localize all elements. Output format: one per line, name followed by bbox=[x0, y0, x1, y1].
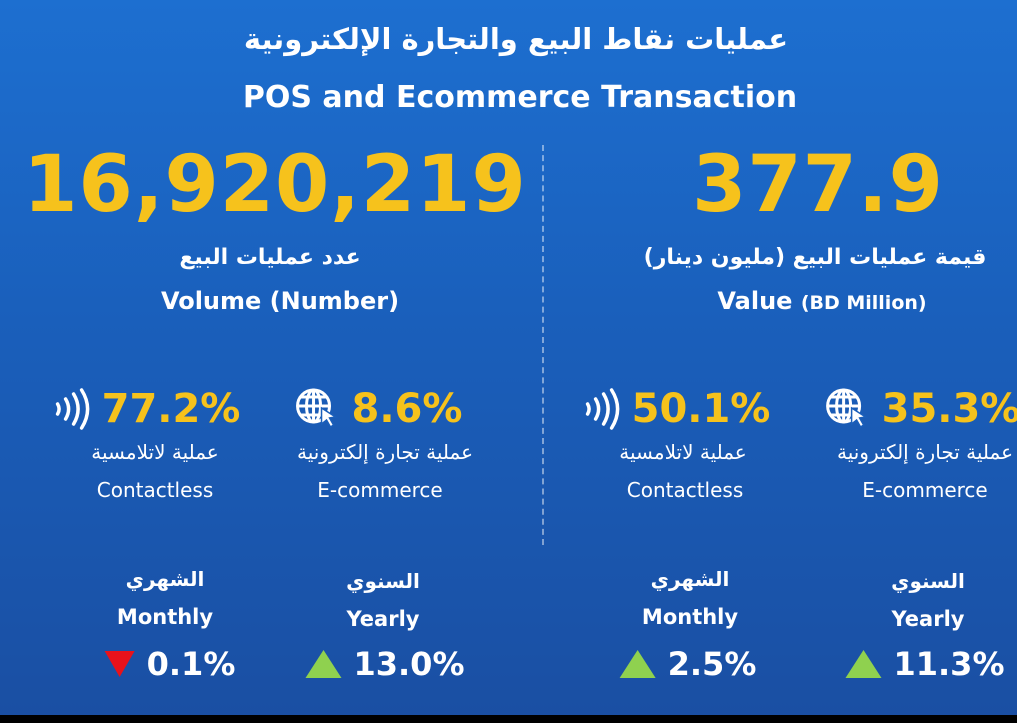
value-label-ar: قيمة عمليات البيع (مليون دينار) bbox=[643, 245, 987, 270]
up-arrow-icon bbox=[619, 650, 656, 678]
volume-yearly-label-en: Yearly bbox=[346, 607, 420, 631]
volume-ecommerce-label-ar: عملية تجارة إلكترونية bbox=[296, 440, 474, 464]
value-yearly-change: 11.3% bbox=[845, 645, 1005, 683]
volume-ecommerce-label-en: E-commerce bbox=[317, 478, 443, 502]
value-ecommerce-label-en: E-commerce bbox=[862, 478, 988, 502]
volume-monthly-label-en: Monthly bbox=[116, 605, 214, 629]
up-arrow-icon bbox=[305, 650, 342, 678]
value-ecommerce: 35.3% bbox=[824, 386, 1017, 432]
globe-cursor-icon bbox=[826, 388, 868, 429]
value-contactless-label-ar: عملية لاتلامسية bbox=[619, 440, 747, 464]
value-value: 377.9 bbox=[692, 140, 944, 230]
contactless-icon bbox=[585, 388, 620, 430]
value-monthly-label-ar: الشهري bbox=[650, 567, 730, 591]
value-yearly-label-ar: السنوي bbox=[891, 569, 965, 593]
column-divider bbox=[542, 145, 544, 545]
value-contactless-label-en: Contactless bbox=[626, 478, 744, 502]
volume-monthly-change-value: 0.1% bbox=[146, 645, 236, 683]
contactless-icon bbox=[55, 388, 90, 430]
value-ecommerce-label-ar: عملية تجارة إلكترونية bbox=[836, 440, 1014, 464]
volume-contactless-label-en: Contactless bbox=[96, 478, 214, 502]
volume-contactless: 77.2% bbox=[50, 386, 241, 432]
up-arrow-icon bbox=[845, 650, 882, 678]
value-contactless-pct: 50.1% bbox=[631, 386, 771, 432]
globe-cursor-icon bbox=[296, 388, 338, 429]
down-arrow-icon bbox=[104, 651, 135, 677]
volume-monthly-change: 0.1% bbox=[104, 645, 236, 683]
volume-yearly-label-ar: السنوي bbox=[346, 569, 420, 593]
volume-monthly-label-ar: الشهري bbox=[125, 567, 205, 591]
volume-ecommerce-pct: 8.6% bbox=[351, 386, 463, 432]
value-label-en-main: Value bbox=[717, 287, 793, 315]
volume-yearly-change-value: 13.0% bbox=[353, 645, 465, 683]
value-yearly-label-en: Yearly bbox=[891, 607, 965, 631]
volume-contactless-label-ar: عملية لاتلامسية bbox=[91, 440, 219, 464]
value-monthly-label-en: Monthly bbox=[641, 605, 739, 629]
title-english: POS and Ecommerce Transaction bbox=[242, 80, 798, 115]
volume-yearly-change: 13.0% bbox=[305, 645, 465, 683]
volume-label-en: Volume (Number) bbox=[160, 287, 400, 315]
title-arabic: عمليات نقاط البيع والتجارة الإلكترونية bbox=[243, 22, 789, 56]
volume-ecommerce: 8.6% bbox=[294, 386, 463, 432]
value-monthly-change-value: 2.5% bbox=[667, 645, 757, 683]
value-label-en-unit: (BD Million) bbox=[800, 292, 927, 314]
volume-value: 16,920,219 bbox=[23, 140, 527, 230]
value-monthly-change: 2.5% bbox=[619, 645, 757, 683]
volume-contactless-pct: 77.2% bbox=[101, 386, 241, 432]
value-ecommerce-pct: 35.3% bbox=[881, 386, 1017, 432]
value-yearly-change-value: 11.3% bbox=[893, 645, 1005, 683]
value-label-en: Value (BD Million) bbox=[717, 287, 926, 315]
volume-label-ar: عدد عمليات البيع bbox=[179, 245, 361, 270]
value-contactless: 50.1% bbox=[580, 386, 771, 432]
